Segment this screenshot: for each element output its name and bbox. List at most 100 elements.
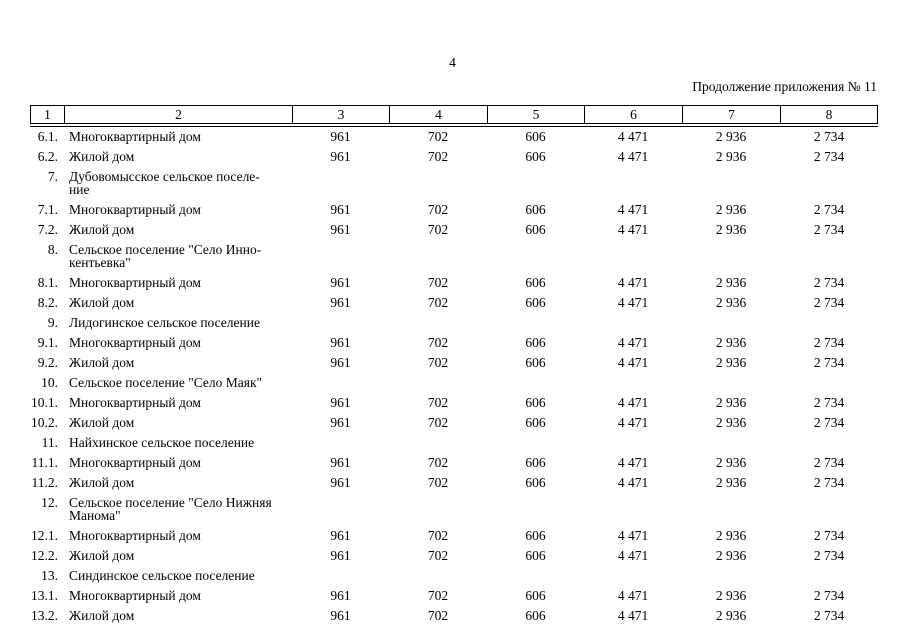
row-name: Жилой дом bbox=[69, 222, 135, 237]
col4-value: 702 bbox=[427, 355, 449, 370]
col7-value: 2 936 bbox=[715, 222, 747, 237]
col8-value: 2 734 bbox=[813, 355, 845, 370]
col4-value: 702 bbox=[427, 295, 449, 310]
table-section-row: 8. Сельское поселение "Село Инно- кентьев… bbox=[30, 240, 878, 273]
column-number-header: 2 bbox=[65, 106, 292, 123]
col5-value: 606 bbox=[525, 548, 546, 563]
col3-value: 961 bbox=[330, 608, 351, 623]
col3-value: 961 bbox=[330, 475, 351, 490]
col4-value: 702 bbox=[427, 475, 449, 490]
col4-value: 702 bbox=[427, 528, 449, 543]
row-name: Сельское поселение "Село Инно- кентьевка… bbox=[69, 242, 262, 270]
row-name: Жилой дом bbox=[69, 295, 135, 310]
row-number: 8.1. bbox=[37, 275, 58, 290]
table-row: 13.1. Многоквартирный дом 961 702 606 4 471 2 … bbox=[30, 586, 878, 606]
table-row: 7.2. Жилой дом 961 702 606 4 471 2 936 2 734 bbox=[30, 220, 878, 240]
col8-value: 2 734 bbox=[813, 129, 845, 144]
col4-value: 702 bbox=[427, 335, 449, 350]
col5-value: 606 bbox=[525, 455, 546, 470]
table-row: 9.1. Многоквартирный дом 961 702 606 4 471 2 9… bbox=[30, 333, 878, 353]
row-name: Многоквартирный дом bbox=[69, 528, 201, 543]
col7-value: 2 936 bbox=[715, 528, 747, 543]
table-row: 8.2. Жилой дом 961 702 606 4 471 2 936 2 734 bbox=[30, 293, 878, 313]
col8-value: 2 734 bbox=[813, 608, 845, 623]
table-row: 11.2. Жилой дом 961 702 606 4 471 2 936 2 734 bbox=[30, 473, 878, 493]
col5-value: 606 bbox=[525, 475, 546, 490]
row-name: Дубовомысское сельское поселе- ние bbox=[69, 169, 260, 197]
row-number: 13.1. bbox=[31, 588, 58, 603]
row-number: 7.1. bbox=[37, 202, 58, 217]
col3-value: 961 bbox=[330, 222, 351, 237]
row-number: 11. bbox=[41, 435, 58, 450]
col5-value: 606 bbox=[525, 222, 546, 237]
col7-value: 2 936 bbox=[715, 202, 747, 217]
col7-value: 2 936 bbox=[715, 275, 747, 290]
col4-value: 702 bbox=[427, 222, 449, 237]
col6-value: 4 471 bbox=[617, 222, 649, 237]
col4-value: 702 bbox=[427, 608, 449, 623]
col7-value: 2 936 bbox=[715, 129, 747, 144]
col7-value: 2 936 bbox=[715, 588, 747, 603]
row-number: 11.1. bbox=[31, 455, 59, 470]
row-number: 10.2. bbox=[31, 415, 58, 430]
row-name: Жилой дом bbox=[69, 149, 135, 164]
row-number: 6.2. bbox=[37, 149, 58, 164]
table-row: 9.2. Жилой дом 961 702 606 4 471 2 936 2 734 bbox=[30, 353, 878, 373]
table-row: 6.1. Многоквартирный дом 961 702 606 4 471 2 9… bbox=[30, 127, 878, 147]
col6-value: 4 471 bbox=[617, 275, 649, 290]
row-number: 11.2. bbox=[31, 475, 59, 490]
table-row: 13.2. Жилой дом 961 702 606 4 471 2 936 2 734 bbox=[30, 606, 878, 626]
col4-value: 702 bbox=[427, 275, 449, 290]
col7-value: 2 936 bbox=[715, 455, 747, 470]
row-name: Сельское поселение "Село Нижняя Манома" bbox=[69, 495, 272, 523]
col5-value: 606 bbox=[525, 395, 546, 410]
col5-value: 606 bbox=[525, 588, 546, 603]
col5-value: 606 bbox=[525, 129, 546, 144]
col6-value: 4 471 bbox=[617, 588, 649, 603]
header-underline bbox=[30, 126, 878, 127]
col8-value: 2 734 bbox=[813, 588, 845, 603]
table-row: 8.1. Многоквартирный дом 961 702 606 4 471 2 9… bbox=[30, 273, 878, 293]
row-name: Жилой дом bbox=[69, 608, 135, 623]
col4-value: 702 bbox=[427, 588, 449, 603]
col3-value: 961 bbox=[330, 129, 351, 144]
row-number: 13.2. bbox=[31, 608, 58, 623]
table-section-row: 11. Найхинское сельское поселение bbox=[30, 433, 878, 453]
col8-value: 2 734 bbox=[813, 395, 845, 410]
col4-value: 702 bbox=[427, 455, 449, 470]
col3-value: 961 bbox=[330, 528, 351, 543]
table-section-row: 13. Синдинское сельское поселение bbox=[30, 566, 878, 586]
row-name: Жилой дом bbox=[69, 548, 135, 563]
col8-value: 2 734 bbox=[813, 415, 845, 430]
col5-value: 606 bbox=[525, 335, 546, 350]
col7-value: 2 936 bbox=[715, 395, 747, 410]
col4-value: 702 bbox=[427, 129, 449, 144]
table-body: 6.1. Многоквартирный дом 961 702 606 4 471 2 9… bbox=[30, 127, 878, 626]
row-name: Многоквартирный дом bbox=[69, 395, 201, 410]
row-number: 12.1. bbox=[31, 528, 58, 543]
col7-value: 2 936 bbox=[715, 355, 747, 370]
column-number-header: 7 bbox=[683, 106, 780, 123]
row-number: 7. bbox=[47, 169, 58, 184]
row-name: Сельское поселение "Село Маяк" bbox=[69, 375, 263, 390]
row-name: Жилой дом bbox=[69, 475, 135, 490]
col3-value: 961 bbox=[330, 548, 351, 563]
table-row: 10.1. Многоквартирный дом 961 702 606 4 471 2 … bbox=[30, 393, 878, 413]
col5-value: 606 bbox=[525, 202, 546, 217]
column-number-header: 1 bbox=[31, 106, 64, 123]
col7-value: 2 936 bbox=[715, 608, 747, 623]
col3-value: 961 bbox=[330, 588, 351, 603]
row-name: Жилой дом bbox=[69, 355, 135, 370]
table-row: 10.2. Жилой дом 961 702 606 4 471 2 936 2 734 bbox=[30, 413, 878, 433]
col6-value: 4 471 bbox=[617, 149, 649, 164]
row-number: 8.2. bbox=[37, 295, 58, 310]
col3-value: 961 bbox=[330, 149, 351, 164]
row-name: Многоквартирный дом bbox=[69, 455, 201, 470]
table-row: 12.2. Жилой дом 961 702 606 4 471 2 936 2 734 bbox=[30, 546, 878, 566]
table-row: 11.1. Многоквартирный дом 961 702 606 4 471 2 … bbox=[30, 453, 878, 473]
col6-value: 4 471 bbox=[617, 355, 649, 370]
col8-value: 2 734 bbox=[813, 528, 845, 543]
row-number: 7.2. bbox=[37, 222, 58, 237]
